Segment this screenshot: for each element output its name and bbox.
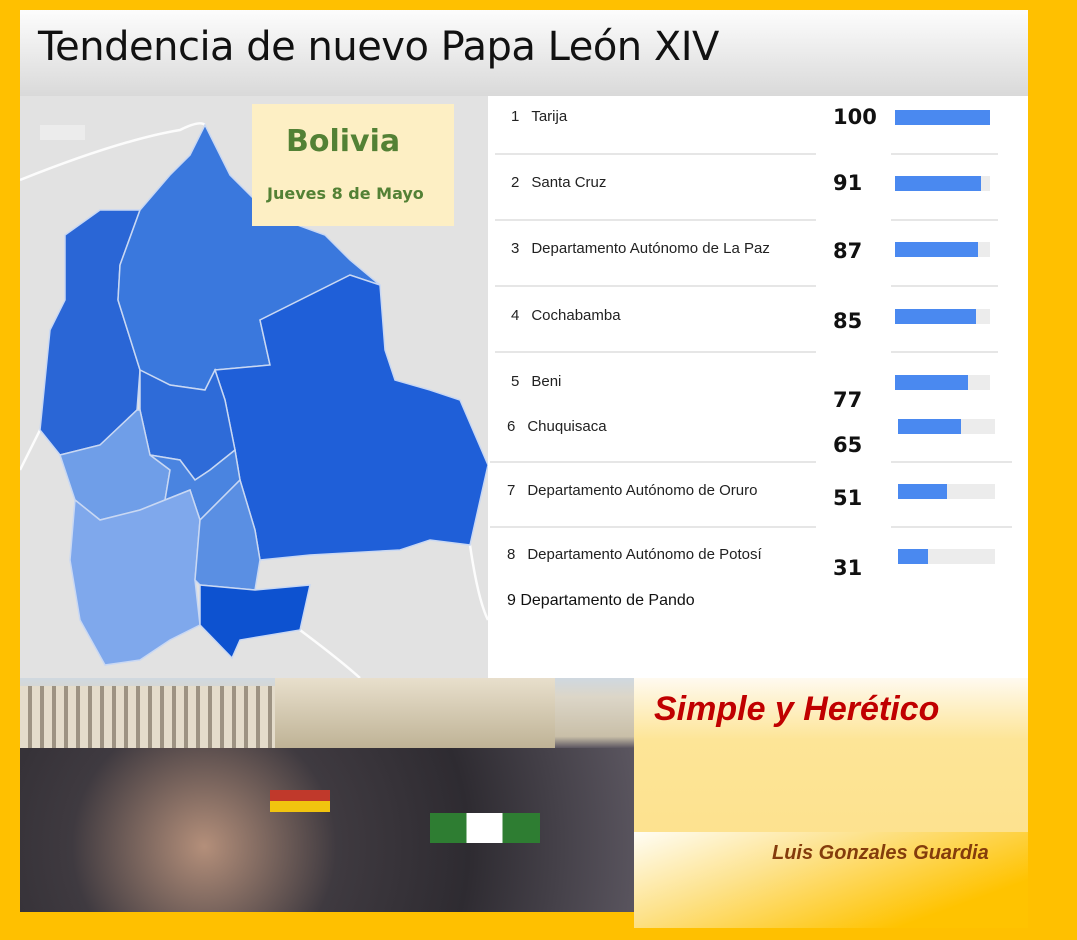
interest-bar-track <box>895 110 990 125</box>
page-title: Tendencia de nuevo Papa León XIV <box>38 24 719 70</box>
region-pando[interactable] <box>39 209 142 456</box>
interest-bar-track <box>895 375 990 390</box>
brand-title: Simple y Herético <box>654 690 940 728</box>
rank-number: 7 <box>507 482 516 499</box>
interest-bar-fill <box>898 484 948 499</box>
interest-bar-track <box>898 549 995 564</box>
region-name: Cochabamba <box>531 307 621 324</box>
ranking-list: 1 Tarija 100 2 Santa Cruz 91 3 Departamento Aut… <box>488 96 1028 678</box>
interest-bar-fill <box>895 242 978 257</box>
rank-number: 5 <box>511 373 520 390</box>
country-label-box: Bolivia Jueves 8 de Mayo <box>252 104 454 226</box>
border-line <box>468 544 488 621</box>
ranking-item-name[interactable]: 3 Departamento Autónomo de La Paz <box>511 240 770 257</box>
rank-number: 8 <box>507 546 516 563</box>
ranking-value: 65 <box>833 433 863 457</box>
rank-number: 2 <box>511 174 520 191</box>
row-divider <box>891 526 1012 528</box>
row-divider <box>495 219 816 221</box>
row-divider <box>495 153 816 155</box>
interest-bar-fill <box>898 549 929 564</box>
interest-bar-track <box>898 419 995 434</box>
crowd-photo <box>20 678 634 912</box>
row-divider <box>490 526 816 528</box>
rank-number: 6 <box>507 418 516 435</box>
region-tarija[interactable] <box>199 584 311 660</box>
brand-bottom <box>634 832 1028 928</box>
region-chuquisaca[interactable] <box>194 478 261 591</box>
ranking-value: 91 <box>833 171 863 195</box>
interest-bar-track <box>895 309 990 324</box>
ranking-value: 51 <box>833 486 863 510</box>
region-name: Chuquisaca <box>527 418 607 435</box>
region-name: Departamento Autónomo de La Paz <box>531 240 770 257</box>
map-svg <box>20 122 488 678</box>
rank-number: 3 <box>511 240 520 257</box>
row-divider <box>891 219 998 221</box>
row-divider <box>495 285 816 287</box>
row-divider <box>490 461 816 463</box>
title-banner: Tendencia de nuevo Papa León XIV <box>20 10 1028 96</box>
interest-bar-fill <box>895 375 969 390</box>
ranking-item-pando[interactable]: 9 Departamento de Pando <box>507 592 695 609</box>
border-line <box>299 629 361 678</box>
ranking-item-name[interactable]: 6 Chuquisaca <box>507 418 607 435</box>
interest-bar-track <box>898 484 995 499</box>
brand-author: Luis Gonzales Guardia <box>772 842 989 864</box>
ranking-value: 31 <box>833 556 863 580</box>
date-label: Jueves 8 de Mayo <box>267 184 424 203</box>
region-potosi[interactable] <box>69 489 201 666</box>
region-name: Beni <box>531 373 562 390</box>
photo-colonnade <box>20 686 275 750</box>
map-inset <box>40 125 85 140</box>
photo-flag <box>430 813 540 843</box>
ranking-value: 77 <box>833 388 863 412</box>
interest-bar-track <box>895 176 990 191</box>
brand-box: Simple y Herético Luis Gonzales Guardia <box>634 678 1028 928</box>
ranking-value: 87 <box>833 239 863 263</box>
rank-number: 1 <box>511 108 520 125</box>
rank-number: 4 <box>511 307 520 324</box>
row-divider <box>891 351 998 353</box>
country-name: Bolivia <box>286 124 401 159</box>
row-divider <box>891 153 998 155</box>
row-divider <box>495 351 816 353</box>
brand-top <box>634 678 1028 832</box>
region-name: Departamento Autónomo de Oruro <box>527 482 758 499</box>
bolivia-map: Bolivia Jueves 8 de Mayo <box>20 96 488 678</box>
region-name: Santa Cruz <box>531 174 607 191</box>
ranking-item-name[interactable]: 1 Tarija <box>511 108 567 125</box>
photo-basilica <box>275 678 555 748</box>
interest-bar-track <box>895 242 990 257</box>
interest-bar-fill <box>898 419 962 434</box>
ranking-item-name[interactable]: 5 Beni <box>511 373 561 390</box>
ranking-item-name[interactable]: 8 Departamento Autónomo de Potosí <box>507 546 762 563</box>
region-name: Departamento Autónomo de Potosí <box>527 546 762 563</box>
interest-bar-fill <box>895 110 990 125</box>
ranking-item-name[interactable]: 7 Departamento Autónomo de Oruro <box>507 482 757 499</box>
row-divider <box>891 285 998 287</box>
ranking-item-name[interactable]: 2 Santa Cruz <box>511 174 606 191</box>
ranking-value: 85 <box>833 309 863 333</box>
border-line <box>20 122 206 182</box>
photo-flag <box>270 790 330 812</box>
interest-bar-fill <box>895 176 982 191</box>
ranking-value: 100 <box>833 105 877 129</box>
ranking-item-name[interactable]: 4 Cochabamba <box>511 307 621 324</box>
region-name: Tarija <box>531 108 568 125</box>
photo-crowd <box>20 748 634 912</box>
interest-bar-fill <box>895 309 976 324</box>
row-divider <box>891 461 1012 463</box>
